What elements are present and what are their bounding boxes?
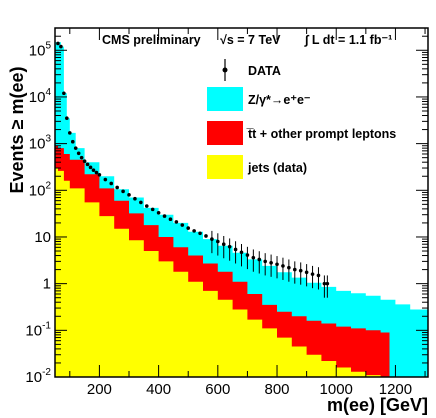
data-point xyxy=(281,264,285,268)
y-tick-label: 105 xyxy=(29,40,52,59)
area-series-3 xyxy=(55,168,390,377)
legend-label-zgamma: Z/γ*→e⁺e⁻ xyxy=(248,93,311,107)
data-point xyxy=(292,267,297,272)
data-point xyxy=(109,181,114,186)
legend-swatch-jets xyxy=(207,155,243,179)
data-point xyxy=(239,250,244,255)
x-axis-title: m(ee) [GeV] xyxy=(327,395,428,415)
x-tick-label: 1000 xyxy=(320,381,353,398)
data-point xyxy=(150,207,155,212)
data-point xyxy=(210,237,214,241)
legend-label-jets: jets (data) xyxy=(247,161,307,175)
data-point xyxy=(103,177,108,182)
data-point xyxy=(139,200,143,205)
data-point xyxy=(94,170,99,175)
data-point xyxy=(76,151,81,156)
data-point xyxy=(227,244,232,249)
data-point xyxy=(275,262,279,267)
data-point xyxy=(192,229,196,233)
data-point xyxy=(287,265,291,270)
data-point xyxy=(168,217,173,222)
data-point xyxy=(174,220,179,224)
data-point xyxy=(121,189,125,194)
y-axis-title: Events ≥ m(ee) xyxy=(7,67,27,194)
data-points xyxy=(56,41,330,298)
data-point xyxy=(65,116,69,121)
data-point xyxy=(127,193,131,197)
x-tick-label: 600 xyxy=(205,381,230,398)
data-point xyxy=(310,272,315,276)
experiment-label: CMS preliminary xyxy=(102,33,201,47)
data-point xyxy=(257,257,262,262)
legend-label-ttbar: t̅t + other prompt leptons xyxy=(246,127,396,141)
data-point xyxy=(68,131,72,135)
stacked-areas xyxy=(55,42,428,377)
y-tick-label: 10 xyxy=(34,229,51,246)
data-point xyxy=(204,234,208,238)
data-point xyxy=(62,91,66,96)
data-point xyxy=(325,281,330,286)
data-point xyxy=(180,223,185,227)
tick-labels: 200 400 600 800 1000 1200 10-2 10-1 1 10 102 103 104… xyxy=(25,40,412,398)
legend-swatch-ttbar xyxy=(207,121,243,145)
data-point xyxy=(56,41,60,46)
data-point xyxy=(115,185,119,190)
y-tick-label: 104 xyxy=(29,87,52,106)
legend: DATA Z/γ*→e⁺e⁻ t̅t + other prompt lepton… xyxy=(207,59,396,179)
legend-swatch-zgamma xyxy=(207,87,243,111)
data-point xyxy=(186,226,191,230)
data-point xyxy=(97,172,102,177)
plot-frame xyxy=(54,27,429,378)
data-point xyxy=(304,270,309,275)
y-tick-label: 102 xyxy=(29,180,52,199)
legend-marker-data xyxy=(222,59,228,81)
y-tick-label: 10-1 xyxy=(25,320,51,339)
x-tick-label: 800 xyxy=(265,381,290,398)
data-point xyxy=(269,260,273,265)
data-point xyxy=(79,155,84,160)
axis-ticks xyxy=(55,27,428,378)
x-tick-label: 200 xyxy=(87,381,112,398)
data-point xyxy=(316,273,321,278)
data-point xyxy=(198,231,202,236)
data-point xyxy=(82,159,87,164)
data-point xyxy=(91,168,96,172)
data-point xyxy=(251,255,256,260)
data-point xyxy=(88,165,93,170)
y-tick-label: 10-2 xyxy=(25,367,51,386)
x-tick-label: 1200 xyxy=(379,381,412,398)
lumi-label: ∫ L dt = 1.1 fb⁻¹ xyxy=(304,33,392,47)
data-point xyxy=(298,268,303,273)
data-point xyxy=(245,253,250,257)
data-point xyxy=(85,162,90,167)
data-point xyxy=(73,146,78,150)
data-point xyxy=(162,214,167,218)
data-point xyxy=(322,281,327,286)
data-point xyxy=(263,259,267,264)
data-point xyxy=(233,247,238,252)
data-point xyxy=(216,239,220,244)
y-tick-label: 103 xyxy=(29,134,52,153)
data-point xyxy=(70,139,75,144)
data-point xyxy=(59,44,63,49)
data-point xyxy=(144,204,149,208)
legend-label-data: DATA xyxy=(248,64,281,78)
energy-label: √s = 7 TeV xyxy=(220,33,281,47)
y-tick-label: 1 xyxy=(43,276,51,293)
data-point xyxy=(156,210,161,215)
data-point xyxy=(133,196,137,201)
data-point xyxy=(221,242,226,247)
x-tick-label: 400 xyxy=(146,381,171,398)
